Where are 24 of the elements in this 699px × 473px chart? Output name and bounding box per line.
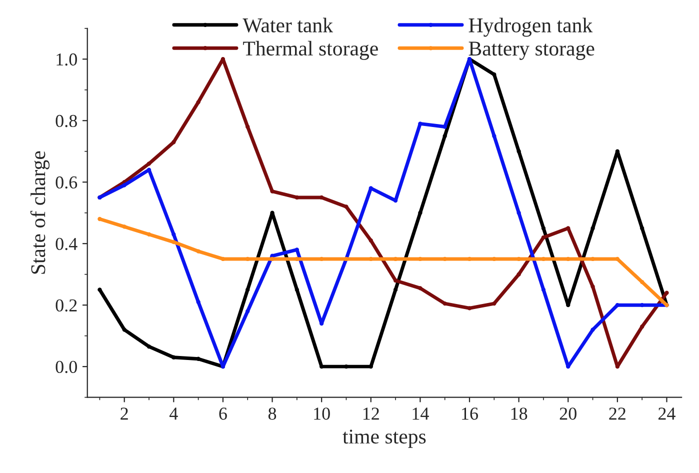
y-tick-label: 0.8: [56, 114, 77, 128]
x-tick-label: 8: [268, 408, 276, 420]
x-tick-label: 12: [363, 408, 379, 420]
y-tick-label: 0.0: [56, 360, 77, 374]
y-tick-label: 0.4: [56, 238, 78, 250]
x-tick-label: 22: [609, 408, 626, 420]
legend-label: Water tank: [242, 18, 334, 33]
y-axis-title: State of charge: [30, 151, 50, 274]
x-tick-label: 18: [511, 408, 528, 420]
x-tick-label: 6: [219, 408, 227, 420]
x-tick-label: 10: [314, 408, 330, 420]
x-tick-label: 14: [412, 408, 429, 420]
x-tick-label: 20: [560, 408, 576, 420]
legend-label: Hydrogen tank: [468, 18, 593, 37]
x-tick-label: 16: [462, 408, 478, 420]
y-tick-label: 0.2: [56, 299, 77, 312]
y-tick-label: 1.0: [56, 53, 77, 66]
x-tick-label: 2: [120, 408, 128, 420]
x-tick-label: 24: [658, 408, 676, 420]
x-tick-label: 4: [170, 408, 178, 420]
x-axis-title: time steps: [342, 430, 426, 448]
y-tick-label: 0.6: [56, 176, 78, 189]
legend-label: Thermal storage: [243, 40, 378, 60]
legend-label: Battery storage: [468, 42, 594, 60]
